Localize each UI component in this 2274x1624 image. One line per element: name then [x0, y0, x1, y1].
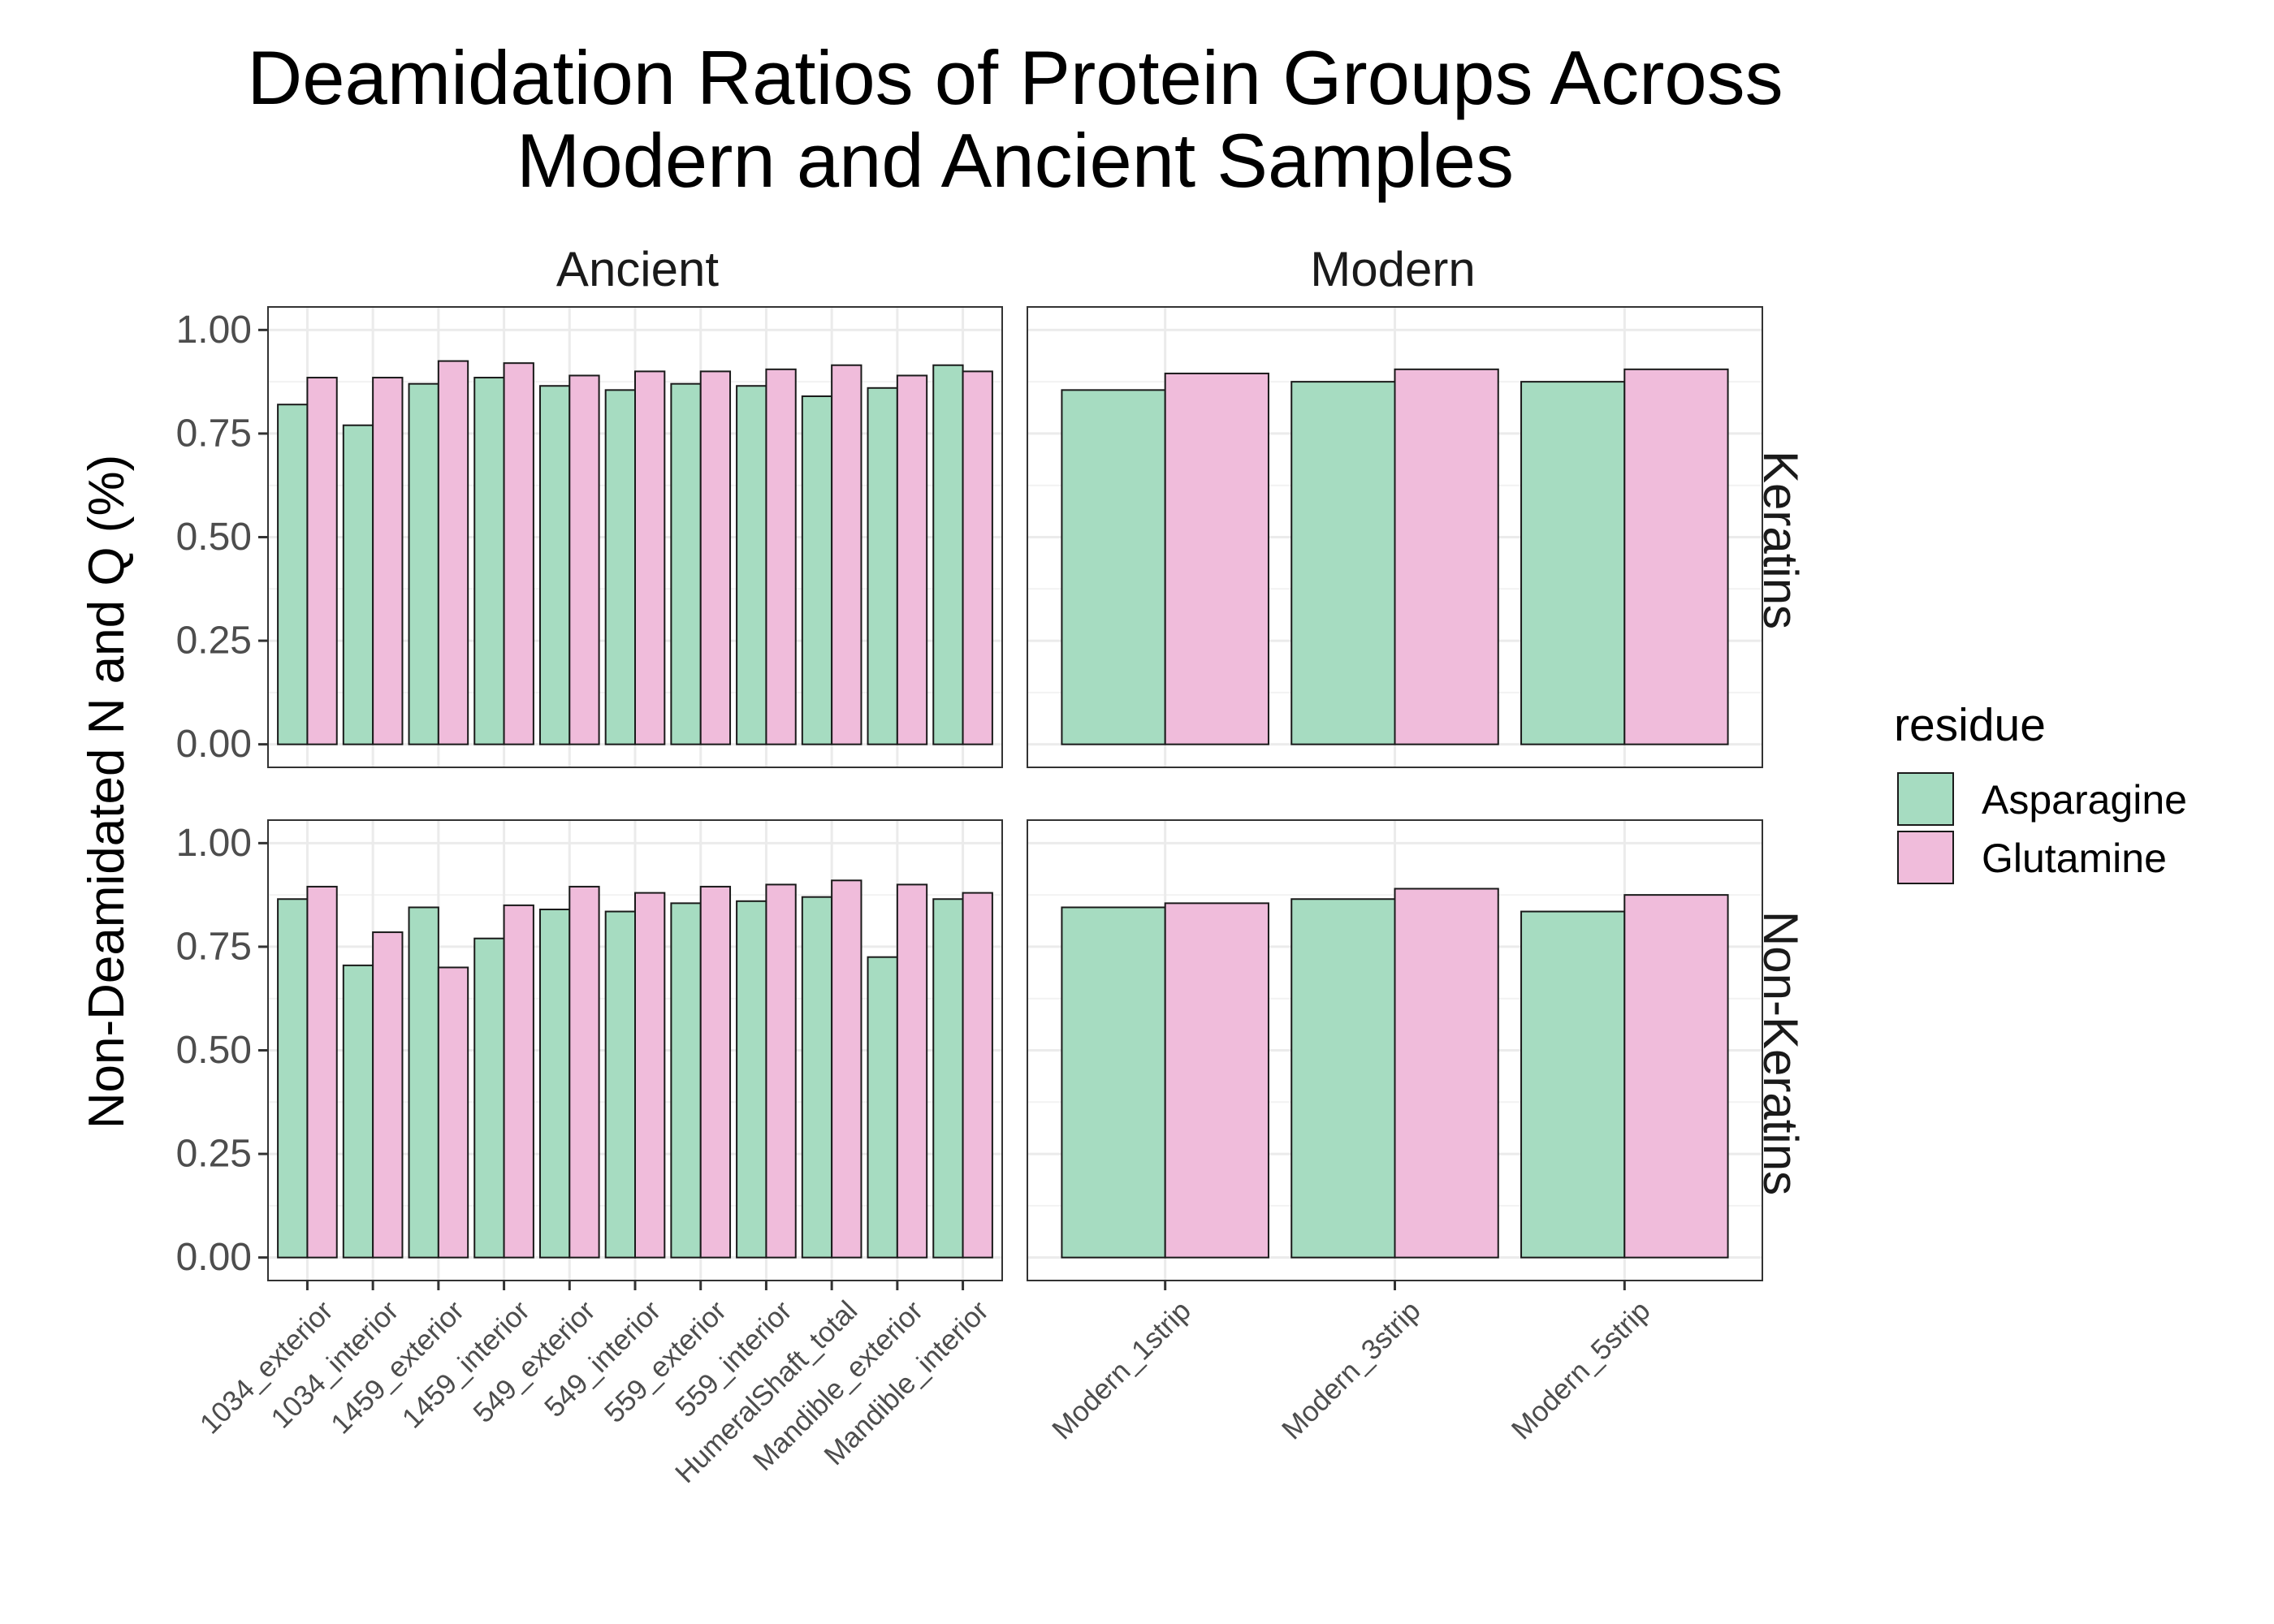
- bar-glutamine-559-interior: [765, 883, 797, 1259]
- x-tick-label-modern-3strip: Modern_3strip: [1276, 1295, 1427, 1446]
- legend-label-glutamine: Glutamine: [1982, 836, 2167, 881]
- chart-title-line-2: Modern and Ancient Samples: [517, 118, 1514, 203]
- bar-asparagine-modern-5strip: [1520, 910, 1626, 1259]
- bar-asparagine-humeralshaft-total: [801, 896, 833, 1259]
- bar-asparagine-modern-3strip: [1290, 898, 1396, 1259]
- bar-glutamine-humeralshaft-total: [831, 364, 862, 745]
- bar-asparagine-559-exterior: [670, 382, 702, 745]
- y-tick-label: 0.25: [176, 1133, 252, 1176]
- y-tick-label: 1.00: [176, 822, 252, 865]
- bar-asparagine-559-interior: [736, 900, 767, 1259]
- legend-title: residue: [1894, 699, 2046, 751]
- bar-glutamine-mandible-interior: [962, 370, 993, 745]
- bar-glutamine-modern-1strip: [1164, 372, 1269, 745]
- legend-swatch-glutamine: [1897, 831, 1954, 884]
- bar-asparagine-modern-3strip: [1290, 381, 1396, 745]
- bar-glutamine-1459-exterior: [437, 360, 469, 745]
- y-tick-label: 0.25: [176, 620, 252, 663]
- bar-asparagine-549-interior: [604, 389, 637, 745]
- bar-asparagine-559-exterior: [670, 902, 702, 1259]
- bar-glutamine-modern-1strip: [1164, 902, 1269, 1259]
- bar-glutamine-modern-5strip: [1623, 894, 1729, 1259]
- bar-asparagine-mandible-exterior: [867, 956, 898, 1259]
- x-tick-label-modern-1strip: Modern_1strip: [1046, 1295, 1197, 1446]
- bar-glutamine-humeralshaft-total: [831, 879, 862, 1259]
- bar-glutamine-549-interior: [634, 370, 666, 745]
- bar-glutamine-559-exterior: [699, 370, 732, 745]
- bar-asparagine-1459-interior: [473, 937, 505, 1259]
- bar-glutamine-mandible-exterior: [896, 883, 928, 1259]
- y-tick-label: 0.50: [176, 516, 252, 559]
- panel-modern-keratins: [1027, 306, 1763, 768]
- bar-glutamine-559-interior: [765, 368, 797, 745]
- bar-asparagine-modern-1strip: [1061, 906, 1166, 1259]
- legend-swatch-asparagine: [1897, 772, 1954, 826]
- y-axis-title: Non-Deamidated N and Q (%): [79, 455, 135, 1129]
- bar-asparagine-1459-exterior: [408, 382, 439, 745]
- chart-title-line-1: Deamidation Ratios of Protein Groups Acr…: [247, 35, 1783, 120]
- bar-asparagine-1459-exterior: [408, 906, 439, 1259]
- bar-asparagine-549-interior: [604, 910, 637, 1259]
- panel-modern-non-keratins: Modern_1strip Modern_3strip Modern_5strip: [1027, 819, 1763, 1446]
- bar-asparagine-modern-1strip: [1061, 389, 1166, 745]
- bar-glutamine-1034-interior: [372, 931, 404, 1259]
- bar-glutamine-modern-5strip: [1623, 368, 1729, 745]
- bar-glutamine-1459-exterior: [437, 966, 469, 1259]
- bar-asparagine-1034-exterior: [277, 898, 309, 1259]
- bar-asparagine-mandible-exterior: [867, 387, 898, 745]
- facet-strip-ancient: Ancient: [556, 242, 719, 296]
- bar-glutamine-mandible-interior: [962, 892, 993, 1259]
- bar-asparagine-1034-interior: [342, 424, 374, 745]
- bar-asparagine-modern-5strip: [1520, 381, 1626, 745]
- bar-glutamine-549-interior: [634, 892, 666, 1259]
- y-tick-label: 0.75: [176, 925, 252, 968]
- bar-glutamine-1034-exterior: [306, 885, 338, 1259]
- bar-asparagine-549-exterior: [538, 908, 571, 1259]
- bar-glutamine-549-exterior: [568, 374, 600, 745]
- legend-label-asparagine: Asparagine: [1982, 777, 2187, 823]
- bar-asparagine-1034-interior: [342, 964, 374, 1259]
- x-tick-label-modern-5strip: Modern_5strip: [1506, 1295, 1657, 1446]
- panel-border: [1027, 306, 1763, 768]
- y-tick-label: 1.00: [176, 309, 252, 352]
- y-tick-label: 0.75: [176, 412, 252, 455]
- bar-asparagine-humeralshaft-total: [801, 395, 833, 745]
- bar-asparagine-mandible-interior: [932, 364, 964, 745]
- bar-asparagine-1459-interior: [473, 377, 505, 745]
- bar-glutamine-1034-interior: [372, 377, 404, 745]
- panel-ancient-keratins: 0.00 0.25 0.50 0.75 1.00: [176, 306, 1003, 768]
- bar-glutamine-modern-3strip: [1394, 368, 1499, 745]
- bar-asparagine-mandible-interior: [932, 898, 964, 1259]
- bar-asparagine-559-interior: [736, 385, 767, 745]
- bar-glutamine-mandible-exterior: [896, 374, 928, 745]
- y-tick-label: 0.00: [176, 1236, 252, 1279]
- bar-glutamine-559-exterior: [699, 885, 732, 1259]
- bar-glutamine-1459-interior: [503, 904, 534, 1259]
- bar-glutamine-modern-3strip: [1394, 888, 1499, 1259]
- bar-glutamine-1459-interior: [503, 362, 534, 745]
- y-tick-label: 0.50: [176, 1029, 252, 1072]
- panel-ancient-non-keratins: 0.000.250.500.751.001034_exterior1034_in…: [176, 819, 1003, 1489]
- y-tick-label: 0.00: [176, 723, 252, 766]
- bar-asparagine-549-exterior: [538, 385, 571, 745]
- bar-glutamine-1034-exterior: [306, 377, 338, 745]
- facet-strip-modern: Modern: [1310, 242, 1475, 296]
- bar-glutamine-549-exterior: [568, 885, 600, 1259]
- bar-asparagine-1034-exterior: [277, 404, 309, 745]
